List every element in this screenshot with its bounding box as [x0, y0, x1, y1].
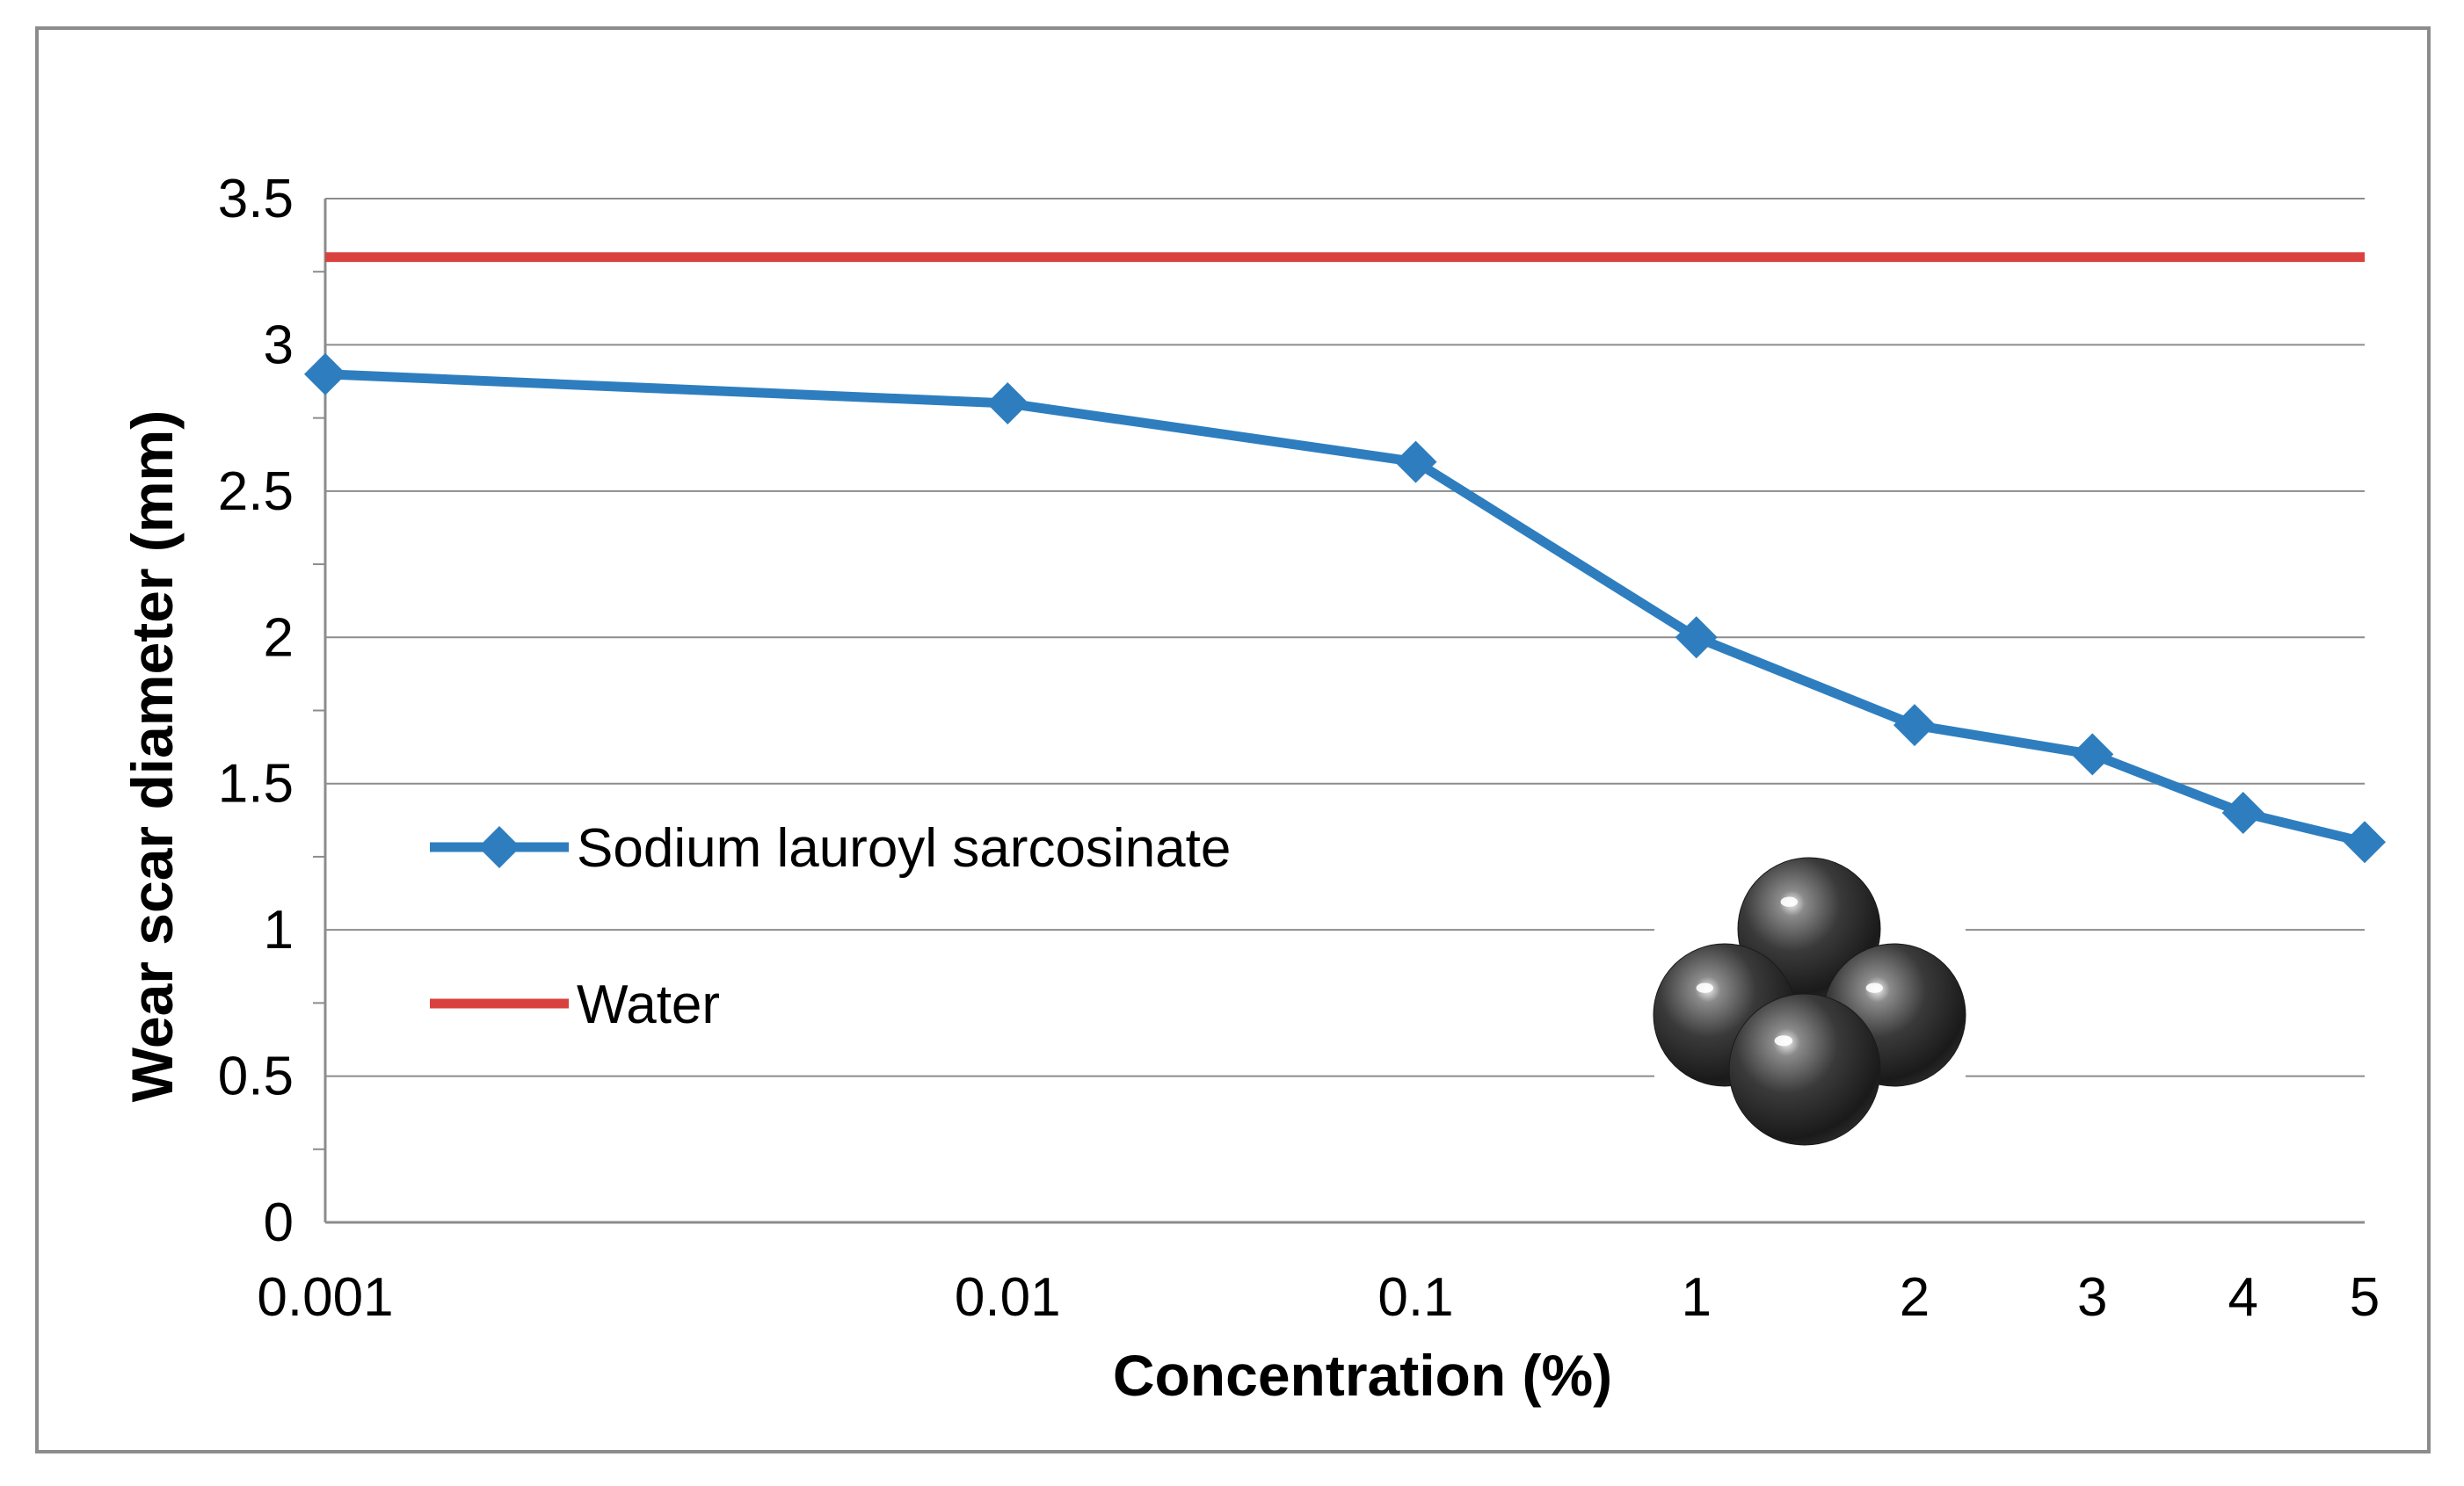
- legend-label: Water: [577, 975, 720, 1035]
- x-tick-label: 5: [2350, 1267, 2380, 1328]
- chart-svg: 0 0.5 1 1.5 2 2.5 3 3.5 0.001 0.01 0.1 1 2 3 4 5 Sodiu…: [120, 169, 2386, 1408]
- y-tick-label: 0: [264, 1192, 294, 1253]
- data-point-0.01: [986, 382, 1029, 424]
- ball-highlight: [1865, 982, 1884, 993]
- y-tick-label: 1.5: [218, 754, 294, 815]
- y-axis-title: Wear scar diameter (mm): [120, 410, 185, 1102]
- y-tick-label: 3: [264, 315, 294, 375]
- steel-balls-photo: [1653, 857, 1966, 1146]
- data-point-4: [2221, 792, 2264, 834]
- data-point-5: [2344, 821, 2386, 864]
- axes: [313, 199, 2365, 1224]
- x-tick-labels: 0.001 0.01 0.1 1 2 3 4 5: [257, 1267, 2380, 1328]
- ball-highlight: [1780, 896, 1799, 907]
- x-tick-label: 0.01: [955, 1267, 1061, 1328]
- y-tick-labels: 0 0.5 1 1.5 2 2.5 3 3.5: [218, 169, 294, 1253]
- x-tick-label: 0.1: [1377, 1267, 1453, 1328]
- y-tick-label: 2.5: [218, 461, 294, 522]
- legend-label: Sodium lauroyl sarcosinate: [577, 818, 1231, 879]
- gridlines: [325, 198, 2365, 1077]
- ball-highlight: [1696, 982, 1714, 993]
- data-point-1: [1675, 616, 1718, 659]
- y-tick-label: 1: [264, 900, 294, 960]
- ball-highlight: [1774, 1035, 1793, 1047]
- chart-frame: 0 0.5 1 1.5 2 2.5 3 3.5 0.001 0.01 0.1 1 2 3 4 5 Sodiu…: [35, 26, 2431, 1453]
- legend: Sodium lauroyl sarcosinate Water: [430, 818, 1231, 1035]
- x-tick-label: 1: [1681, 1267, 1711, 1328]
- data-point-3: [2071, 733, 2114, 776]
- x-tick-label: 3: [2077, 1267, 2107, 1328]
- x-tick-label: 4: [2228, 1267, 2257, 1328]
- x-tick-label: 2: [1900, 1267, 1930, 1328]
- steel-ball-4: [1728, 993, 1881, 1146]
- y-tick-label: 0.5: [218, 1047, 294, 1107]
- x-tick-label: 0.001: [257, 1267, 393, 1328]
- y-tick-label: 2: [264, 607, 294, 668]
- data-point-2: [1893, 704, 1936, 747]
- x-axis-title: Concentration (%): [1113, 1343, 1612, 1408]
- data-point-0.001: [304, 352, 346, 395]
- series-layer: [304, 252, 2386, 864]
- y-tick-label: 3.5: [218, 169, 294, 229]
- series-line-sodium-lauroyl-sarcosinate: [324, 369, 2366, 847]
- legend-marker: [478, 826, 520, 868]
